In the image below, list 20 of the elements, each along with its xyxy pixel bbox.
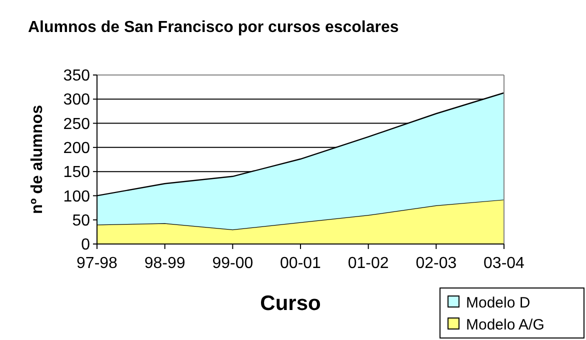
x-tick-label: 98-99	[144, 255, 186, 272]
y-axis-title: nº de alumnos	[29, 104, 46, 214]
x-tick-label: 97-98	[76, 255, 118, 272]
y-tick-label: 350	[63, 68, 90, 85]
y-tick-label: 0	[81, 236, 90, 254]
x-tick-label: 99-00	[212, 255, 254, 272]
y-tick-label: 250	[63, 116, 90, 133]
y-tick-label: 300	[63, 92, 90, 109]
x-axis-title: Curso	[260, 292, 321, 315]
y-tick-label: 150	[63, 164, 90, 182]
x-tick-label: 02-03	[416, 255, 457, 272]
y-tick-label: 200	[63, 140, 90, 158]
y-tick-label: 50	[72, 212, 90, 230]
x-tick-label: 03-04	[484, 255, 525, 272]
y-tick-label: 100	[63, 188, 90, 206]
legend-label: Modelo D	[466, 294, 530, 312]
chart-title: Alumnos de San Francisco por cursos escolares	[28, 19, 399, 36]
x-tick-label: 00-01	[280, 255, 322, 272]
x-tick-label: 01-02	[348, 255, 389, 272]
legend-label: Modelo A/G	[466, 316, 544, 334]
